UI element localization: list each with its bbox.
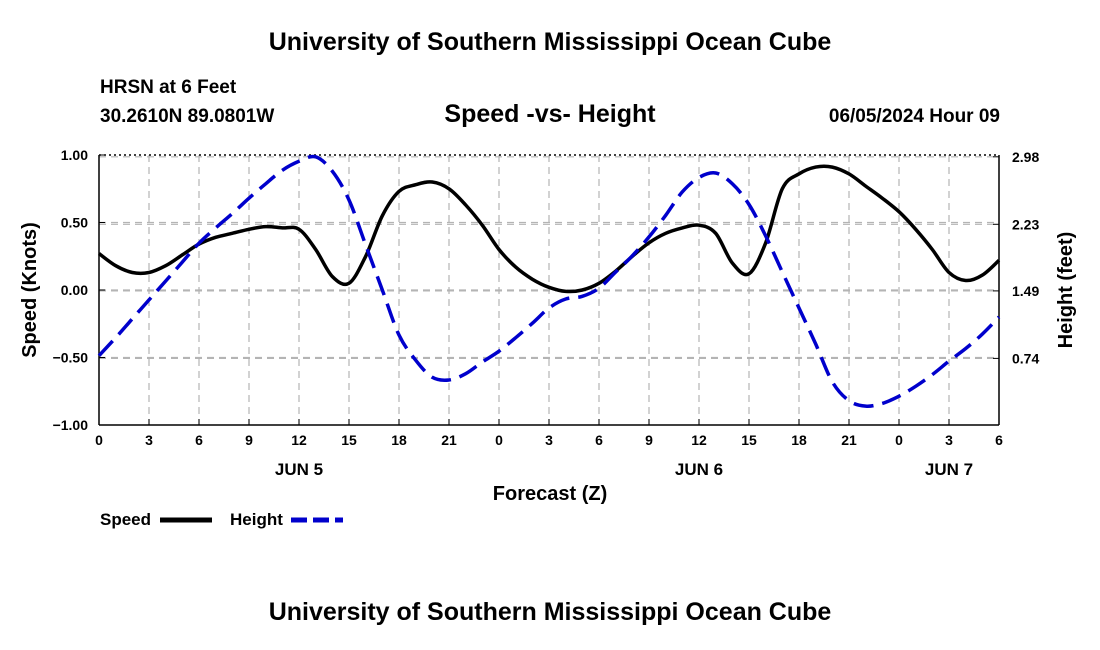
x-tick-label: 15 [341,432,357,448]
legend: Speed Height [100,510,343,529]
date-label: JUN 5 [275,460,323,479]
legend-label-height: Height [230,510,283,529]
x-tick-label: 0 [95,432,103,448]
x-tick-label: 3 [945,432,953,448]
x-tick-label: 15 [741,432,757,448]
date-label: JUN 7 [925,460,973,479]
x-axis-label: Forecast (Z) [493,483,607,505]
station-coordinates: 30.2610N 89.0801W [100,106,275,127]
x-tick-label: 12 [291,432,307,448]
x-tick-label: 21 [841,432,857,448]
x-tick-label: 21 [441,432,457,448]
y-tick-label-left: 0.50 [61,215,88,231]
station-label: HRSN at 6 Feet [100,77,237,98]
forecast-datetime: 06/05/2024 Hour 09 [828,106,1000,127]
y-tick-label-right: 0.74 [1012,350,1039,366]
y-tick-label-right: 2.23 [1012,216,1039,232]
axes: 0 3 6 9 12 15 18 21 0 3 6 9 12 15 18 21 0 3 6 1.00 0.50 0.00 −… [53,147,1040,479]
x-tick-label: 3 [145,432,153,448]
series-layer [97,154,1001,408]
speed-series-line [97,164,1001,294]
height-series-line [97,154,1001,408]
y-tick-label-left: −0.50 [53,350,89,366]
date-label: JUN 6 [675,460,723,479]
x-tick-label: 18 [791,432,807,448]
y-axis-label-right: Height (feet) [1055,232,1077,349]
x-tick-label: 0 [895,432,903,448]
footer-title: University of Southern Mississippi Ocean… [268,598,832,626]
y-tick-label-left: −1.00 [53,417,89,433]
legend-label-speed: Speed [100,510,151,529]
y-tick-label-left: 0.00 [61,282,88,298]
y-tick-label-right: 1.49 [1012,283,1039,299]
x-tick-label: 6 [195,432,203,448]
x-tick-label: 18 [391,432,407,448]
y-tick-label-right: 2.98 [1012,149,1039,165]
grid [99,155,999,425]
page-title: University of Southern Mississippi Ocean… [268,28,832,56]
x-tick-label: 6 [595,432,603,448]
x-tick-label: 9 [245,432,253,448]
chart-title: Speed -vs- Height [444,100,656,128]
y-tick-label-left: 1.00 [61,147,88,163]
x-tick-label: 9 [645,432,653,448]
x-tick-label: 12 [691,432,707,448]
y-axis-label-left: Speed (Knots) [19,222,41,358]
x-tick-label: 0 [495,432,503,448]
x-tick-label: 3 [545,432,553,448]
x-tick-label: 6 [995,432,1003,448]
